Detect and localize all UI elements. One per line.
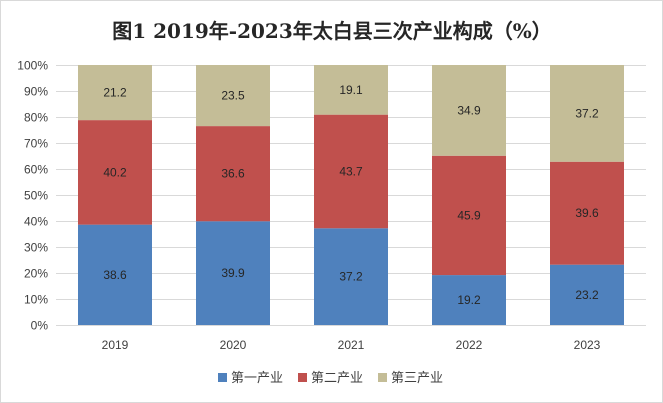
bar-2019-series-3 [78, 65, 152, 121]
y-tick-label: 50% [24, 189, 48, 203]
bar-2020-series-3 [196, 65, 270, 127]
bar-2020-series-1 [196, 221, 270, 325]
y-tick-label: 20% [24, 267, 48, 281]
y-tick-label: 80% [24, 111, 48, 125]
data-label: 36.6 [221, 167, 245, 181]
bars [78, 65, 624, 325]
data-labels: 38.6 40.2 21.2 39.9 36.6 23.5 37.2 43.7 19.1 19.2… [103, 83, 599, 307]
x-tick-label: 2021 [338, 338, 365, 352]
y-tick-label: 30% [24, 241, 48, 255]
data-label: 23.2 [575, 288, 599, 302]
bar-2019-series-2 [78, 120, 152, 225]
y-tick-label: 100% [17, 59, 48, 73]
legend-swatch [298, 373, 307, 382]
x-tick-label: 2020 [220, 338, 247, 352]
x-axis-ticks: 2019 2020 2021 2022 2023 [102, 338, 601, 352]
bar-2019-series-1 [78, 224, 152, 325]
data-label: 39.9 [221, 266, 245, 280]
data-label: 38.6 [103, 268, 127, 282]
y-tick-label: 90% [24, 85, 48, 99]
data-label: 21.2 [103, 86, 127, 100]
x-tick-label: 2022 [456, 338, 483, 352]
legend-swatch [218, 373, 227, 382]
legend: 第一产业 第二产业 第三产业 [218, 371, 443, 386]
y-tick-label: 40% [24, 215, 48, 229]
bar-2022-series-1 [432, 275, 506, 325]
data-label: 23.5 [221, 89, 245, 103]
data-label: 43.7 [339, 164, 363, 178]
bar-2023-series-3 [550, 65, 624, 162]
bar-2022-series-2 [432, 155, 506, 276]
bar-2023-series-1 [550, 264, 624, 325]
data-label: 34.9 [457, 103, 481, 117]
legend-label: 第一产业 [231, 371, 283, 386]
bar-2023-series-2 [550, 161, 624, 265]
bar-2020-series-2 [196, 126, 270, 222]
data-label: 19.1 [339, 83, 363, 97]
x-tick-label: 2019 [102, 338, 129, 352]
legend-swatch [378, 373, 387, 382]
data-label: 37.2 [575, 106, 599, 120]
y-axis-ticks: 0% 10% 20% 30% 40% 50% 60% 70% 80% 90% 100% [17, 59, 48, 333]
data-label: 40.2 [103, 165, 127, 179]
y-tick-label: 60% [24, 163, 48, 177]
data-label: 45.9 [457, 208, 481, 222]
bar-2022-series-3 [432, 65, 506, 156]
bar-2021-series-2 [314, 114, 388, 229]
y-tick-label: 0% [31, 319, 49, 333]
bar-2021-series-3 [314, 65, 388, 115]
y-tick-label: 10% [24, 293, 48, 307]
bar-2021-series-1 [314, 228, 388, 325]
data-label: 37.2 [339, 270, 363, 284]
x-tick-label: 2023 [574, 338, 601, 352]
data-label: 19.2 [457, 293, 481, 307]
data-label: 39.6 [575, 206, 599, 220]
y-tick-label: 70% [24, 137, 48, 151]
legend-label: 第二产业 [311, 371, 363, 386]
legend-label: 第三产业 [391, 371, 443, 386]
chart-title: 图1 2019年-2023年太白县三次产业构成（%） [112, 19, 552, 43]
